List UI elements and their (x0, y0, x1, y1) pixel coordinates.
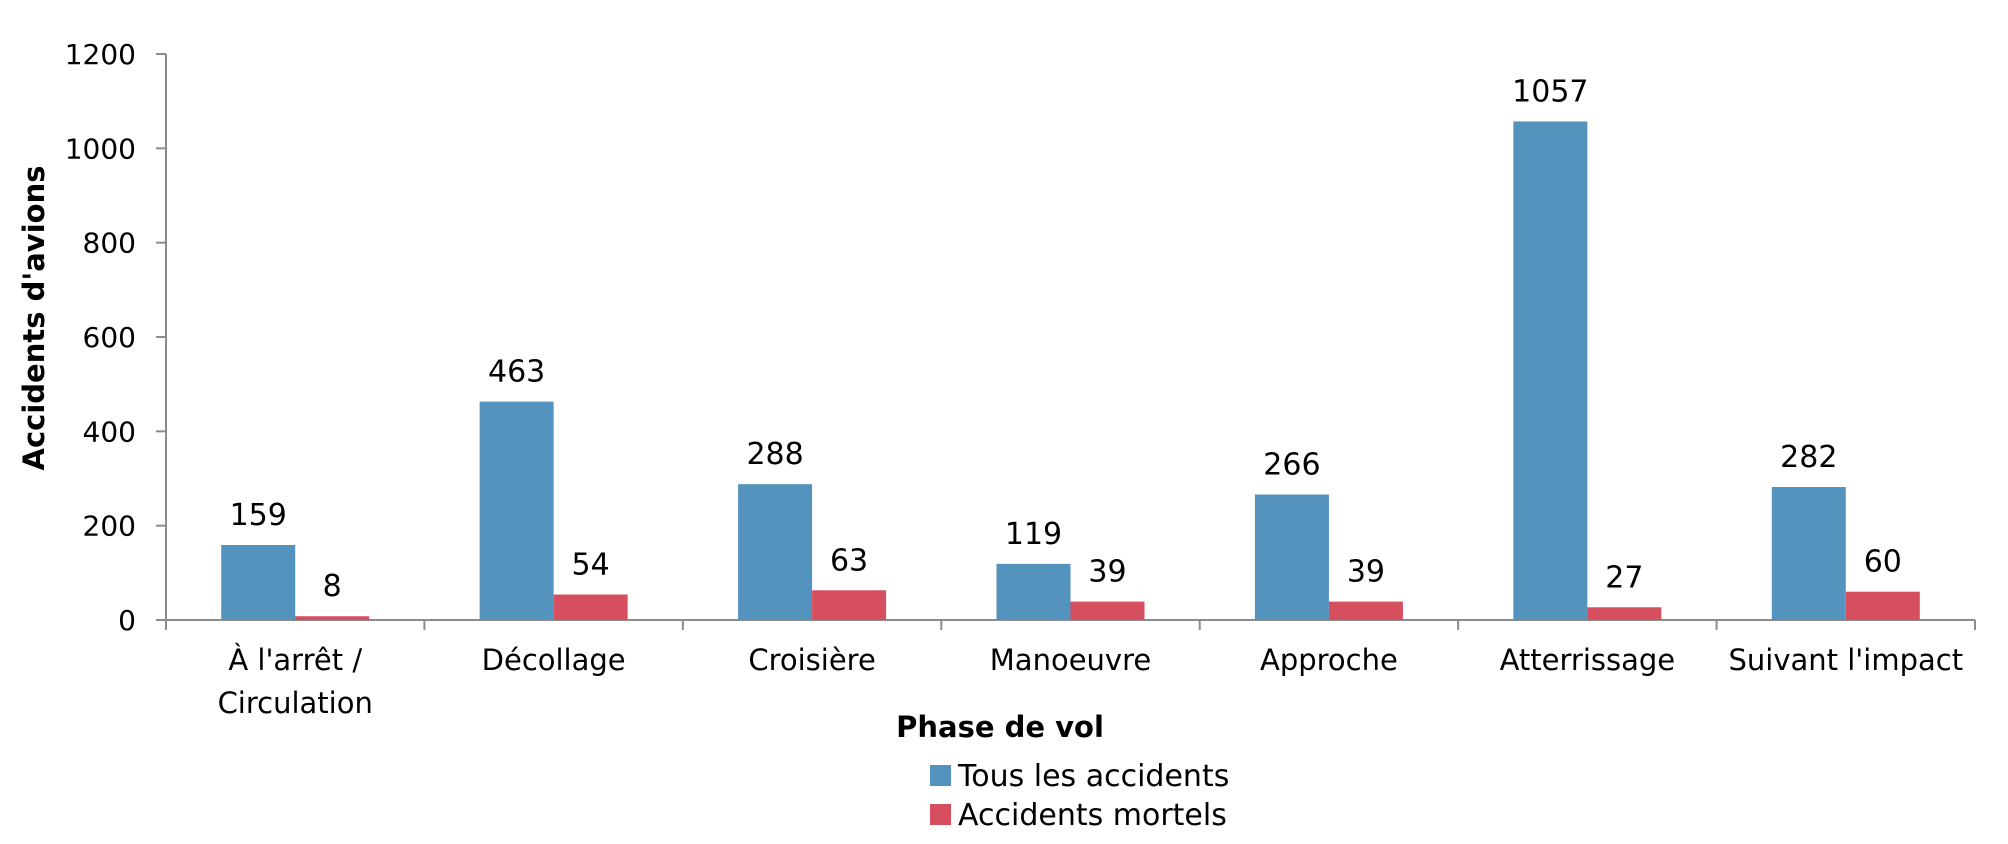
bar-tous-les-accidents (479, 401, 554, 620)
data-label: 27 (1605, 560, 1643, 595)
axes: 0 200 400 600 800 1000 1200 À l'arrêt / Circulat… (65, 38, 1976, 720)
data-label: 463 (488, 355, 545, 390)
bar-tous-les-accidents (1771, 486, 1846, 620)
y-tick-label: 200 (83, 510, 136, 543)
x-category-label: Croisière (748, 643, 875, 677)
legend-label: Tous les accidents (957, 759, 1229, 794)
y-tick-label: 600 (83, 321, 136, 354)
data-label: 159 (230, 498, 287, 533)
data-label: 63 (830, 543, 868, 578)
data-label: 266 (1263, 448, 1320, 483)
data-label: 282 (1780, 440, 1837, 475)
x-category-label: Suivant l'impact (1728, 643, 1963, 677)
bar-accidents-mortels (1845, 591, 1920, 620)
bar-accidents-mortels (1070, 601, 1145, 620)
x-category-label: À l'arrêt / Circulation (218, 643, 373, 720)
data-labels: 159 463 288 119 266 1057 282 8 54 63 39 39 27 60 (230, 74, 1902, 604)
bar-tous-les-accidents (221, 545, 296, 620)
bar-accidents-mortels (295, 616, 370, 620)
y-tick-label: 800 (83, 227, 136, 260)
legend-swatch (930, 765, 951, 786)
data-label: 54 (572, 548, 610, 583)
data-label: 119 (1005, 517, 1062, 552)
data-label: 39 (1088, 555, 1126, 590)
data-label: 8 (323, 569, 342, 604)
data-label: 1057 (1512, 74, 1588, 109)
x-category-label: Atterrissage (1500, 643, 1676, 677)
bar-accidents-mortels (1587, 607, 1662, 620)
bar-accidents-mortels (553, 594, 628, 620)
x-category-label: Manoeuvre (990, 643, 1151, 677)
legend-label: Accidents mortels (958, 798, 1227, 833)
bars (221, 121, 1920, 620)
bar-tous-les-accidents (1254, 494, 1329, 620)
y-axis-title: Accidents d'avions (17, 166, 51, 471)
bar-tous-les-accidents (1513, 121, 1588, 620)
x-category-label: Décollage (482, 643, 626, 677)
data-label: 60 (1864, 545, 1902, 580)
legend: Tous les accidents Accidents mortels (930, 759, 1229, 833)
y-tick-label: 0 (118, 604, 136, 637)
data-label: 39 (1347, 555, 1385, 590)
bar-tous-les-accidents (996, 563, 1071, 620)
legend-swatch (930, 804, 951, 825)
x-axis-title: Phase de vol (896, 710, 1104, 744)
bar-tous-les-accidents (738, 484, 813, 620)
y-tick-label: 400 (83, 415, 136, 448)
y-tick-label: 1200 (65, 38, 136, 71)
bar-accidents-mortels (1328, 601, 1403, 620)
bar-accidents-mortels (812, 590, 887, 620)
data-label: 288 (746, 437, 803, 472)
x-category-label: Approche (1260, 643, 1398, 677)
y-tick-label: 1000 (65, 132, 136, 165)
